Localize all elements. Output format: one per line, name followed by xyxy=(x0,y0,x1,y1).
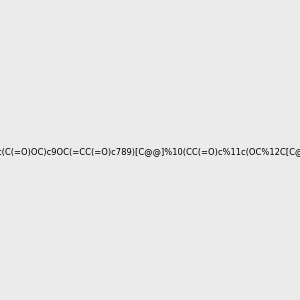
Text: COC1C[C@@H](O[C@H]2C[C@@](N(C)C)(C)[C@@H](O[C@H]3C[C@]4(C)CC5=C(C(=O)c6c(O)cc7C(: COC1C[C@@H](O[C@H]2C[C@@](N(C)C)(C)[C@@H… xyxy=(0,147,300,156)
